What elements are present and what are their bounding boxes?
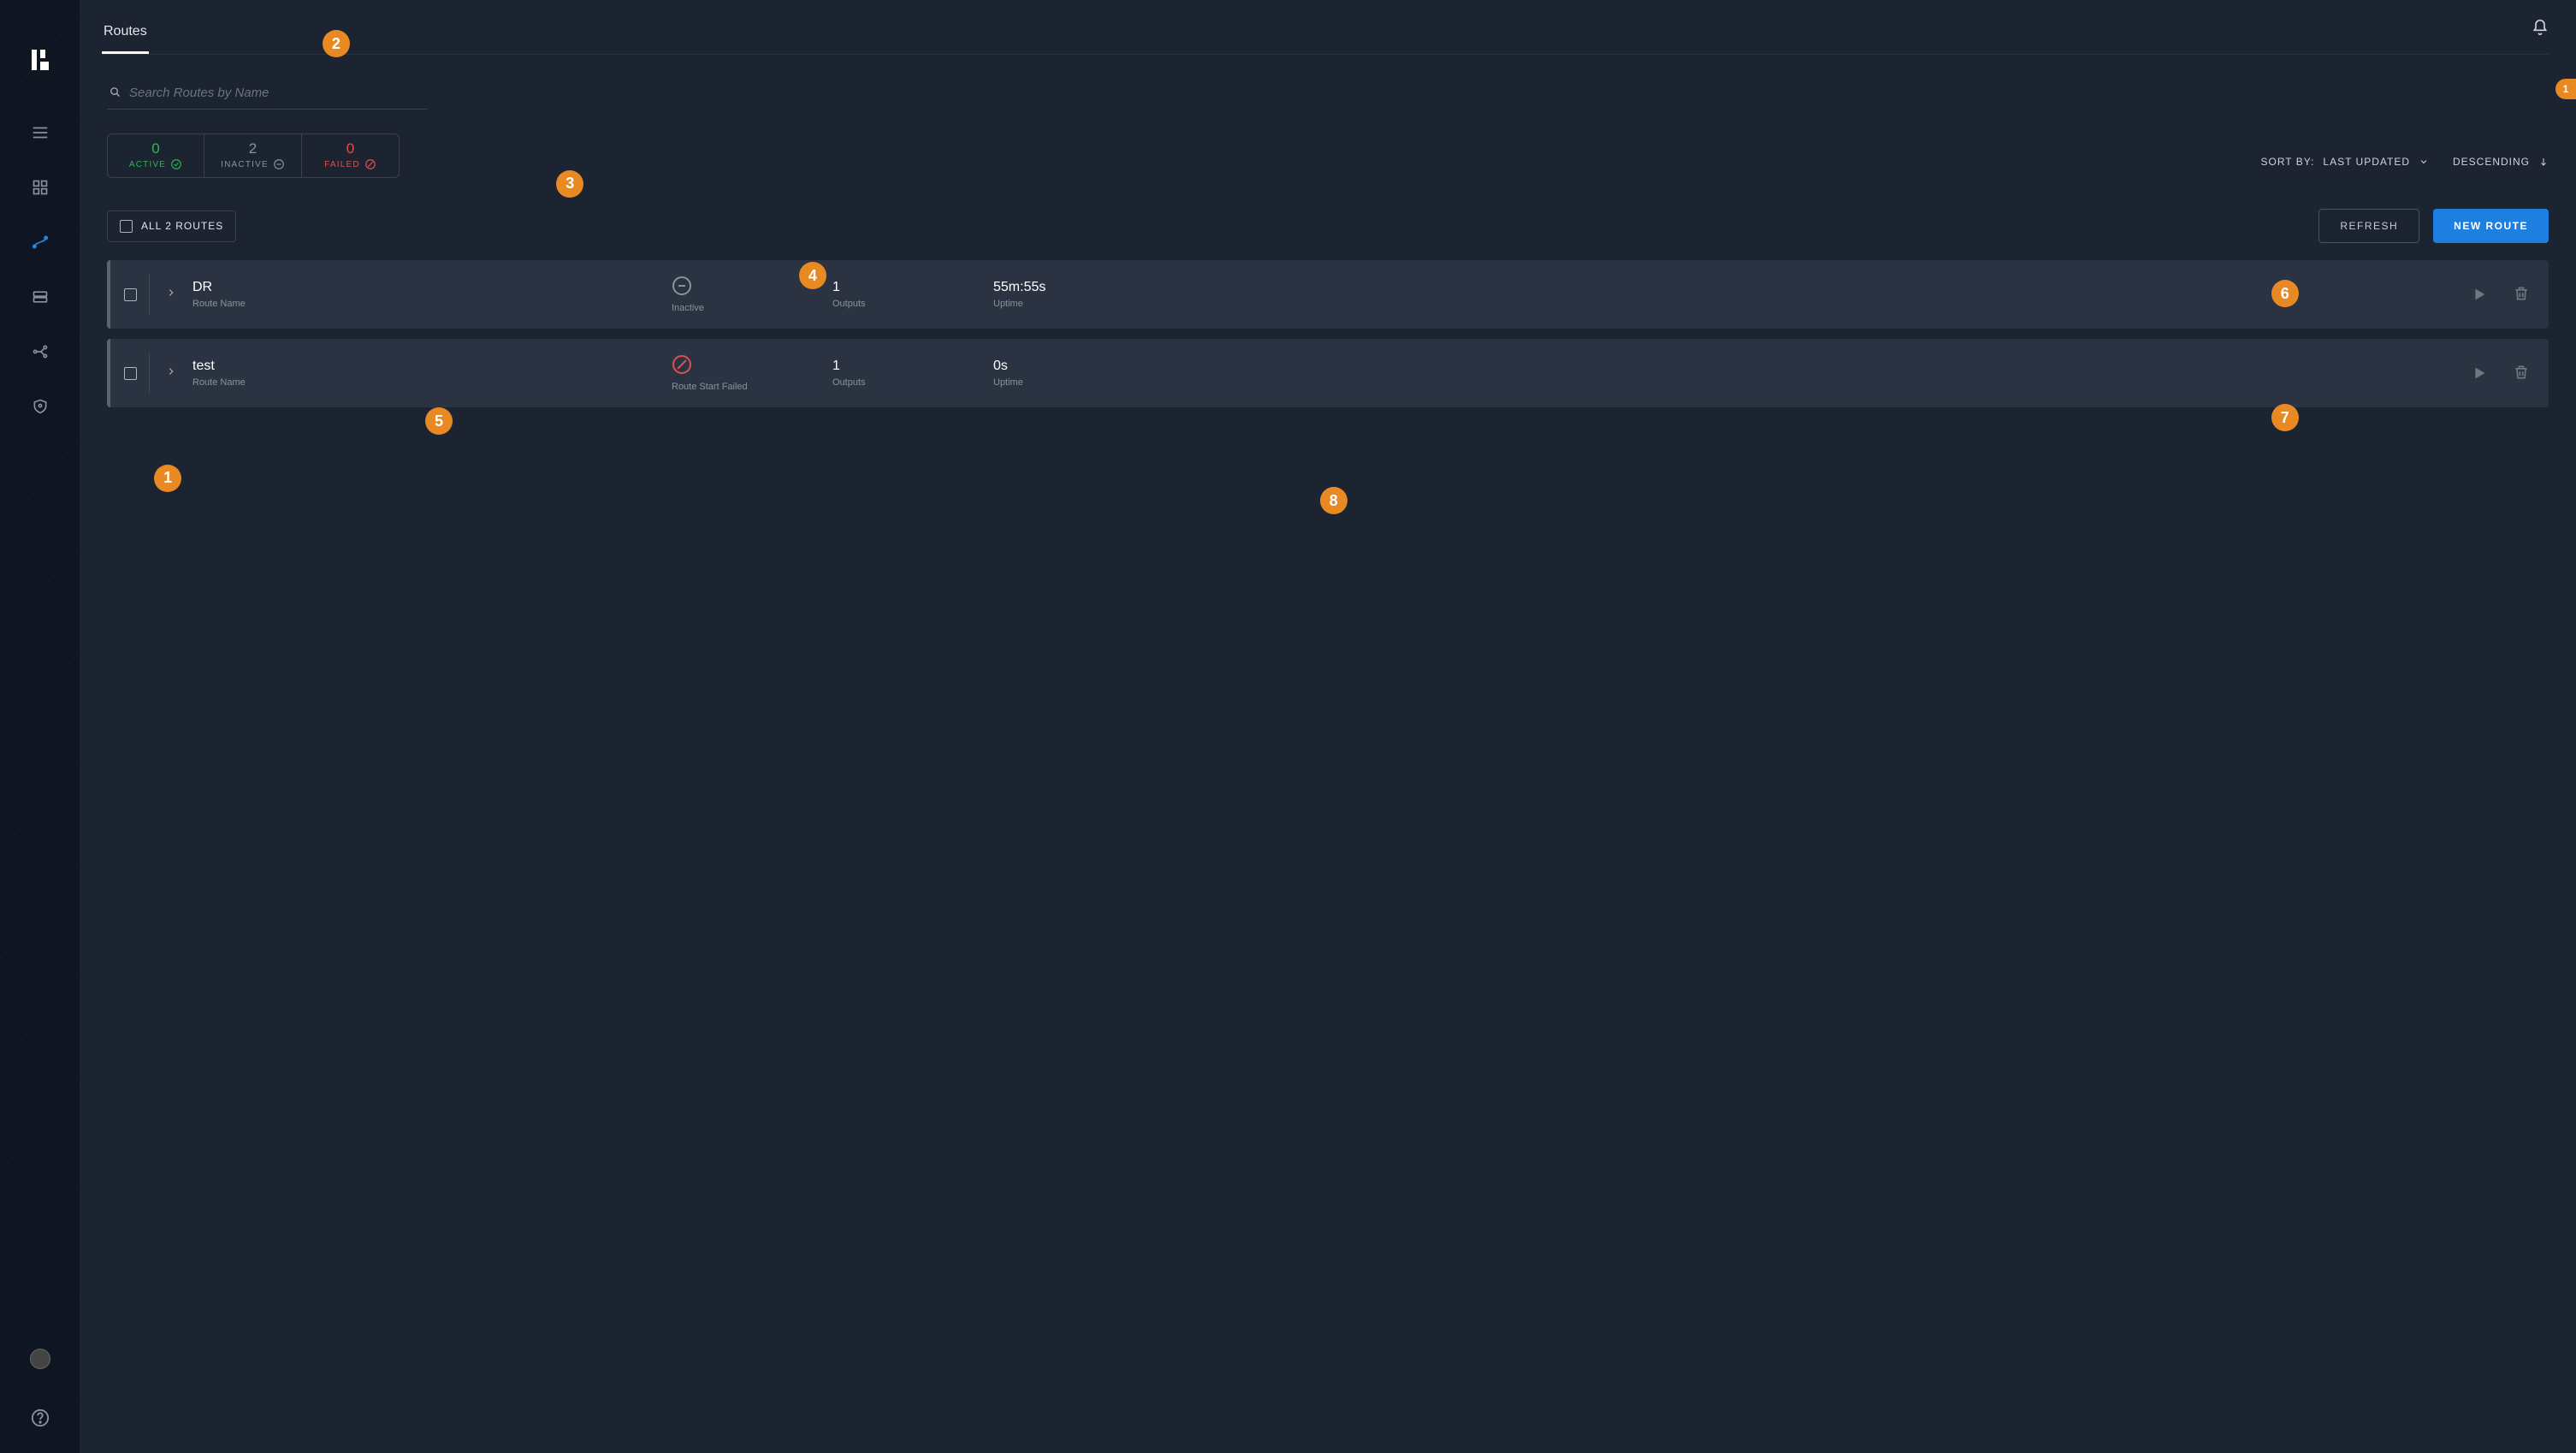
routes-list: DRRoute NameInactive1Outputs55m:55sUptim…	[107, 260, 2549, 407]
play-icon[interactable]	[2470, 364, 2489, 383]
chevron-down-icon	[2419, 157, 2429, 167]
trash-icon[interactable]	[2513, 364, 2532, 383]
status-filter: 0 ACTIVE 2 INACTIVE 0 FAILE	[107, 133, 2549, 178]
new-route-button[interactable]: NEW ROUTE	[2433, 209, 2549, 243]
arrow-down-icon	[2538, 157, 2549, 167]
status-icon	[672, 354, 692, 375]
status-failed[interactable]: 0 FAILED	[302, 133, 400, 178]
shield-icon[interactable]	[31, 397, 50, 416]
topbar: Routes	[104, 0, 2549, 55]
sort-controls: SORT BY: LAST UPDATED DESCENDING	[2260, 156, 2549, 168]
notification-badge[interactable]: 1	[2555, 79, 2576, 99]
row-checkbox[interactable]	[124, 367, 137, 380]
refresh-button[interactable]: REFRESH	[2318, 209, 2419, 243]
route-name: test	[192, 359, 672, 374]
status-inactive[interactable]: 2 INACTIVE	[204, 133, 302, 178]
hamburger-icon[interactable]	[31, 123, 50, 142]
route-name: DR	[192, 280, 672, 295]
route-row[interactable]: DRRoute NameInactive1Outputs55m:55sUptim…	[107, 260, 2549, 329]
logo	[30, 48, 50, 72]
search-icon	[109, 86, 121, 103]
route-status: Route Start Failed	[672, 382, 748, 392]
status-icon	[672, 276, 692, 296]
select-all-checkbox[interactable]	[120, 220, 133, 233]
network-icon[interactable]	[31, 342, 50, 361]
status-active[interactable]: 0 ACTIVE	[107, 133, 204, 178]
sort-by[interactable]: SORT BY: LAST UPDATED	[2260, 156, 2429, 168]
route-status: Inactive	[672, 303, 704, 313]
trash-icon[interactable]	[2513, 285, 2532, 304]
play-icon[interactable]	[2470, 285, 2489, 304]
sidebar	[0, 0, 80, 1453]
search-input[interactable]	[107, 80, 428, 110]
select-all[interactable]: ALL 2 ROUTES	[107, 211, 236, 242]
user-avatar[interactable]	[30, 1349, 50, 1369]
route-row[interactable]: testRoute NameRoute Start Failed1Outputs…	[107, 339, 2549, 407]
expand-icon[interactable]	[165, 365, 177, 382]
minus-circle-icon	[273, 158, 285, 170]
server-icon[interactable]	[31, 288, 50, 306]
dashboard-icon[interactable]	[31, 178, 50, 197]
check-circle-icon	[170, 158, 182, 170]
row-checkbox[interactable]	[124, 288, 137, 301]
slash-circle-icon	[364, 158, 376, 170]
routes-icon[interactable]	[31, 233, 50, 252]
sort-order[interactable]: DESCENDING	[2453, 156, 2549, 168]
tab-routes[interactable]: Routes	[102, 24, 149, 54]
help-icon[interactable]	[31, 1409, 50, 1427]
notifications-icon[interactable]	[2532, 19, 2549, 40]
expand-icon[interactable]	[165, 287, 177, 303]
